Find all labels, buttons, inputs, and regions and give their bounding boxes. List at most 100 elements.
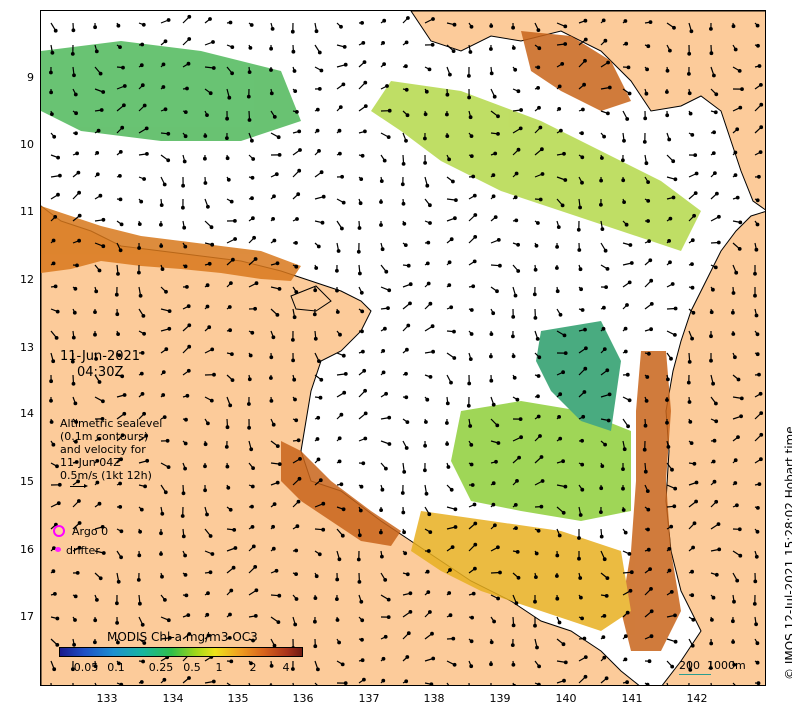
velocity-arrow-head bbox=[248, 353, 253, 358]
velocity-arrow-head bbox=[118, 248, 123, 253]
velocity-arrow-head bbox=[379, 508, 384, 513]
velocity-arrow-head bbox=[48, 70, 53, 75]
velocity-arrow-head bbox=[386, 597, 391, 602]
velocity-arrow-head bbox=[55, 643, 60, 647]
velocity-arrow-head bbox=[116, 23, 121, 28]
velocity-arrow-head bbox=[340, 662, 345, 667]
velocity-arrow-head bbox=[229, 199, 234, 204]
velocity-arrow-head bbox=[144, 151, 149, 156]
velocity-arrow-head bbox=[294, 548, 299, 553]
velocity-arrow-head bbox=[717, 547, 722, 552]
velocity-arrow-head bbox=[739, 414, 743, 419]
velocity-arrow-head bbox=[246, 94, 251, 99]
velocity-arrow-head bbox=[101, 90, 106, 94]
velocity-arrow-head bbox=[424, 420, 428, 424]
velocity-arrow-head bbox=[515, 397, 520, 402]
velocity-arrow-head bbox=[50, 50, 55, 55]
velocity-arrow-head bbox=[120, 374, 125, 379]
velocity-arrow-head bbox=[359, 177, 364, 182]
velocity-arrow-head bbox=[251, 544, 256, 549]
velocity-arrow-head bbox=[406, 263, 411, 268]
velocity-arrow-head bbox=[228, 328, 233, 333]
velocity-arrow-head bbox=[577, 556, 581, 561]
velocity-arrow-head bbox=[247, 118, 252, 122]
velocity-arrow-head bbox=[689, 441, 694, 446]
velocity-arrow-head bbox=[360, 329, 364, 334]
velocity-arrow-head bbox=[363, 129, 367, 134]
velocity-arrow-head bbox=[557, 415, 561, 419]
velocity-arrow-head bbox=[453, 216, 457, 221]
velocity-arrow-head bbox=[404, 395, 409, 400]
velocity-arrow-head bbox=[642, 447, 647, 452]
map-panel[interactable] bbox=[40, 10, 766, 686]
longitude-tick-label: 138 bbox=[423, 692, 445, 705]
colorbar bbox=[59, 647, 303, 657]
velocity-arrow-head bbox=[517, 455, 522, 460]
velocity-arrow-head bbox=[513, 67, 518, 72]
velocity-arrow-head bbox=[629, 570, 634, 575]
velocity-arrow-head bbox=[118, 197, 123, 202]
velocity-arrow-head bbox=[401, 201, 406, 206]
velocity-arrow-head bbox=[298, 457, 302, 461]
velocity-arrow bbox=[314, 682, 318, 685]
velocity-arrow-head bbox=[668, 48, 672, 53]
velocity-arrow-head bbox=[560, 203, 565, 208]
colorbar-tick-label: 2 bbox=[249, 661, 257, 674]
velocity-arrow-head bbox=[646, 44, 651, 49]
velocity-arrow-head bbox=[276, 620, 281, 624]
velocity-arrow-head bbox=[297, 476, 302, 481]
velocity-arrow-head bbox=[98, 193, 103, 198]
velocity-arrow-head bbox=[52, 134, 57, 139]
velocity-arrow-head bbox=[538, 125, 543, 130]
velocity-arrow-head bbox=[101, 217, 106, 222]
velocity-arrow-head bbox=[511, 354, 516, 359]
velocity-arrow-head bbox=[645, 489, 650, 494]
velocity-arrow-head bbox=[668, 260, 672, 265]
velocity-arrow-head bbox=[756, 681, 761, 685]
velocity-arrow-head bbox=[602, 557, 607, 562]
velocity-arrow-head bbox=[360, 658, 365, 663]
velocity-arrow-head bbox=[604, 285, 608, 290]
velocity-arrow-head bbox=[93, 640, 97, 645]
velocity-arrow-head bbox=[386, 135, 391, 139]
velocity-arrow-head bbox=[713, 171, 717, 176]
velocity-arrow bbox=[666, 682, 669, 685]
velocity-arrow-head bbox=[469, 664, 474, 669]
velocity-arrow-head bbox=[381, 41, 386, 45]
velocity-arrow-head bbox=[489, 354, 493, 359]
velocity-arrow-head bbox=[250, 196, 254, 201]
velocity-arrow-head bbox=[643, 116, 648, 121]
velocity-arrow-head bbox=[318, 478, 323, 483]
velocity-arrow-head bbox=[401, 161, 406, 166]
velocity-arrow-head bbox=[447, 283, 452, 288]
velocity-arrow-head bbox=[184, 417, 188, 422]
velocity-arrow-head bbox=[448, 613, 453, 618]
velocity-arrow-head bbox=[739, 396, 744, 401]
velocity-arrow-head bbox=[644, 399, 649, 403]
velocity-arrow-head bbox=[738, 220, 743, 225]
velocity-arrow-head bbox=[142, 331, 146, 336]
velocity-arrow-head bbox=[183, 466, 188, 471]
velocity-arrow-head bbox=[690, 132, 695, 137]
velocity-arrow-head bbox=[694, 171, 699, 176]
colorbar-tick-label: 0.25 bbox=[148, 661, 174, 674]
velocity-arrow-head bbox=[555, 289, 560, 294]
velocity-arrow-head bbox=[160, 574, 164, 579]
velocity-arrow-head bbox=[187, 14, 192, 19]
velocity-arrow-head bbox=[338, 105, 343, 109]
velocity-arrow-head bbox=[469, 443, 474, 447]
velocity-arrow-head bbox=[694, 480, 699, 485]
velocity-arrow-head bbox=[292, 315, 297, 320]
velocity-arrow-head bbox=[562, 151, 566, 156]
velocity-arrow bbox=[226, 682, 231, 685]
velocity-arrow-head bbox=[162, 677, 167, 682]
velocity-arrow-head bbox=[622, 200, 626, 205]
velocity-arrow-head bbox=[562, 333, 567, 338]
velocity-arrow-head bbox=[430, 42, 435, 47]
velocity-arrow-head bbox=[687, 360, 692, 364]
velocity-arrow-head bbox=[513, 293, 518, 298]
velocity-arrow-head bbox=[248, 46, 253, 50]
velocity-arrow-head bbox=[165, 438, 170, 443]
velocity-arrow-head bbox=[673, 639, 678, 644]
velocity-arrow-head bbox=[537, 682, 541, 685]
